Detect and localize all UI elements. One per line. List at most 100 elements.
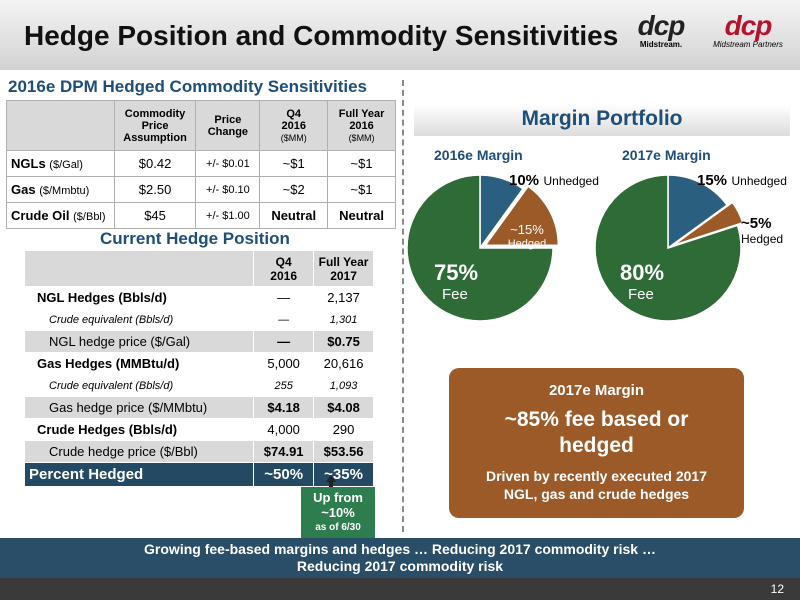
header-line: 2016 (349, 119, 374, 132)
detail-line: NGL, gas and crude hedges (503, 486, 690, 502)
header-price-change: Price Change (195, 100, 261, 151)
header-price-assumption: Commodity Price Assumption (113, 100, 197, 151)
pie-slice-hedged (483, 185, 560, 247)
logo-mark: dcp (724, 10, 773, 41)
row-label: NGL Hedges (Bbls/d) (23, 286, 255, 309)
q4-cell: 4,000 (253, 418, 315, 441)
price-cell: $0.42 (113, 150, 197, 177)
fy-cell: $4.08 (313, 396, 374, 419)
header-band (0, 0, 800, 70)
slice-name: Hedged (507, 238, 547, 250)
fy-cell: $53.56 (313, 440, 374, 463)
hedge-increase-callout: Up from ~10% as of 6/30 (301, 487, 375, 539)
header-blank (23, 250, 255, 287)
slice-percent: ~15% (510, 222, 544, 237)
fy-cell: $0.75 (313, 330, 374, 353)
fy-cell: 1,301 (313, 308, 374, 331)
header-line: Change (207, 125, 249, 138)
header-line: Full Year (338, 107, 385, 120)
table-row: Crude hedge price ($/Bbl) $74.91 $53.56 (23, 440, 374, 463)
change-cell: +/- $1.00 (195, 202, 261, 229)
header-line: Assumption (123, 131, 187, 144)
table-row: NGLs ($/Gal) $0.42 +/- $0.01 ~$1 ~$1 (6, 150, 396, 177)
margin-summary-box: 2017e Margin ~85% fee based or hedged Dri… (449, 368, 744, 518)
price-cell: $2.50 (113, 176, 197, 203)
pie-2016-unhedged-label: 10% Unhedged (509, 172, 599, 190)
header-blank (6, 100, 115, 151)
commodity-name: NGLs (11, 156, 46, 171)
q4-cell: Neutral (259, 202, 329, 229)
q4-cell: ~50% (253, 462, 315, 487)
slice-name: Fee (442, 286, 468, 303)
q4-cell: ~$1 (259, 150, 329, 177)
fy-cell: 1,093 (313, 374, 374, 397)
table-row: NGL hedge price ($/Gal) — $0.75 (23, 330, 374, 353)
callout-date: as of 6/30 (315, 522, 361, 533)
header-line: 2016 (270, 268, 297, 283)
change-cell: +/- $0.01 (195, 150, 261, 177)
row-label: Percent Hedged (23, 462, 255, 487)
slice-name: Fee (628, 286, 654, 303)
sensitivities-title: 2016e DPM Hedged Commodity Sensitivities (8, 77, 367, 96)
pie-slice-hedged (672, 201, 744, 246)
commodity-unit: ($/Mmbtu) (39, 185, 90, 197)
percent-hedged-row: Percent Hedged ~50% ~35% (23, 462, 374, 487)
header-line: Q4 (286, 107, 302, 120)
table-row: Gas Hedges (MMBtu/d) 5,000 20,616 (23, 352, 374, 375)
pie-2017-title: 2017e Margin (622, 147, 711, 163)
pie-2016 (406, 174, 560, 322)
slice-name: Unhedged (543, 174, 599, 188)
pie-2016-hedged-label: ~15% Hedged (502, 223, 552, 251)
summary-headline: ~85% fee based or hedged (449, 407, 744, 459)
header-line: Price (214, 113, 242, 126)
table-row: Crude Oil ($/Bbl) $45 +/- $1.00 Neutral … (6, 202, 396, 229)
commodity-name: Crude Oil (11, 208, 70, 223)
summary-heading: 2017e Margin (548, 382, 645, 399)
table-row: Crude equivalent (Bbls/d) 255 1,093 (23, 374, 374, 397)
header-full-year-2016: Full Year 2016 ($MM) (327, 100, 396, 151)
logo-mark: dcp (637, 10, 686, 41)
slice-percent: 80% (620, 260, 665, 285)
row-label: NGL hedge price ($/Gal) (23, 330, 255, 353)
pie-2017 (594, 174, 744, 322)
sensitivities-table: Commodity Price Assumption Price Change … (6, 100, 396, 229)
summary-detail: Driven by recently executed 2017 NGL, gas… (449, 467, 744, 503)
fy-cell: ~$1 (327, 150, 396, 177)
commodity-name: Gas (11, 182, 36, 197)
headline-line: ~85% fee based or (504, 408, 689, 431)
row-label: Crude equivalent (Bbls/d) (23, 374, 255, 397)
header-unit: ($MM) (348, 132, 375, 143)
footer-banner: Growing fee-based margins and hedges … R… (0, 538, 800, 578)
fy-cell: 290 (313, 418, 374, 441)
logo-subtitle: Midstream Partners (713, 40, 783, 49)
up-arrow-icon (326, 475, 336, 487)
price-cell: $45 (113, 202, 197, 229)
header-line: Q4 (275, 254, 292, 269)
table-row: Gas hedge price ($/MMbtu) $4.18 $4.08 (23, 396, 374, 419)
header-line: 2017 (330, 268, 357, 283)
row-label: Gas hedge price ($/MMbtu) (23, 396, 255, 419)
pie-slice-unhedged (667, 174, 729, 250)
hedge-position-table: Q4 2016 Full Year 2017 NGL Hedges (Bbls/d)… (23, 250, 374, 487)
margin-pie-charts (406, 174, 744, 322)
row-label: Crude Hedges (Bbls/d) (23, 418, 255, 441)
q4-cell: 5,000 (253, 352, 315, 375)
header-line: Commodity (124, 107, 186, 120)
slice-percent: 75% (434, 260, 479, 285)
table-row: Crude Hedges (Bbls/d) 4,000 290 (23, 418, 374, 441)
fy-cell: 2,137 (313, 286, 374, 309)
fy-cell: Neutral (327, 202, 396, 229)
slice-percent: 15% (697, 172, 728, 189)
fy-cell: 20,616 (313, 352, 374, 375)
table-row: Crude equivalent (Bbls/d) — 1,301 (23, 308, 374, 331)
header-line: Price (141, 119, 169, 132)
q4-cell: $74.91 (253, 440, 315, 463)
pie-2017-hedged-label: ~5% Hedged (741, 216, 783, 247)
header-unit: ($MM) (280, 132, 307, 143)
slice-percent: ~5% (741, 215, 772, 232)
header-q4-2016: Q4 2016 ($MM) (259, 100, 329, 151)
table-row: Gas ($/Mmbtu) $2.50 +/- $0.10 ~$2 ~$1 (6, 176, 396, 203)
page-title: Hedge Position and Commodity Sensitiviti… (24, 20, 619, 51)
margin-title-band (414, 104, 790, 136)
page-number: 12 (770, 582, 784, 596)
